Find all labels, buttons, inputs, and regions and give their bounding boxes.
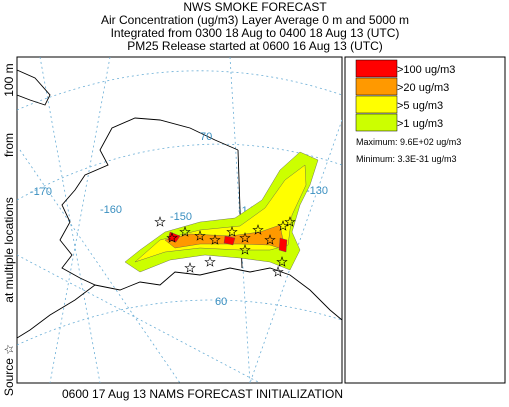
smoke-plume [124,151,319,277]
legend-swatch [355,113,398,132]
source-star [179,226,191,237]
source-star [209,234,221,245]
legend-swatch [355,95,398,114]
legend-label: >5 ug/m3 [397,100,443,112]
source-star [226,226,238,237]
subtitle-line: PM25 Release started at 0600 16 Aug 13 (… [127,39,382,53]
source-star [264,234,276,245]
longitude-line [17,254,261,383]
legend-label: >1 ug/m3 [397,118,443,130]
map-label: 70 [200,131,212,143]
source-star [277,220,289,231]
map-label: -150 [170,211,192,223]
legend-label: >100 ug/m3 [397,64,455,76]
map-label: -130 [306,185,328,197]
source-star [154,216,166,227]
side-label-part: 100 m [2,63,16,96]
legend: >100 ug/m3 >20 ug/m3 >5 ug/m3 >1 ug/m3 [355,59,455,132]
title: NWS SMOKE FORECAST [183,0,327,14]
source-star [184,262,196,273]
maximum: Maximum: 9.6E+02 ug/m3 [356,137,461,147]
longitude-line [49,57,111,383]
coastline [17,69,51,106]
source-star [239,232,251,243]
map-label: -170 [30,186,52,198]
longitude-line [39,57,101,383]
coastline [17,117,342,339]
side-label-part: at multiple locations [2,197,16,302]
minimum: Minimum: 3.3E-31 ug/m3 [356,154,457,164]
side-label-part: from [2,133,16,157]
longitude-line [249,119,342,383]
legend-swatch [355,59,398,78]
source-star [194,230,206,241]
map-label: -160 [100,204,122,216]
footer: 0600 17 Aug 13 NAMS FORECAST INITIALIZAT… [62,387,343,401]
source-star [204,256,216,267]
side-label-part: Source ☆ [2,344,16,396]
subtitle-line: Air Concentration (ug/m3) Layer Average … [101,13,409,27]
source-star [276,256,288,267]
side-label: Source ☆ at multiple locations from 100 … [2,63,16,396]
legend-label: >20 ug/m3 [397,82,449,94]
source-star [166,232,178,243]
subtitle-line: Integrated from 0300 18 Aug to 0400 18 A… [111,26,400,40]
map-label: 60 [215,296,227,308]
map: -170 -160 -150 -140 -130 70 60 [17,57,342,383]
latitude-line [17,70,342,111]
source-star [239,244,251,255]
source-star [252,224,264,235]
legend-swatch [355,77,398,96]
longitude-line [19,149,181,383]
source-star [284,216,296,227]
source-star [272,266,284,277]
